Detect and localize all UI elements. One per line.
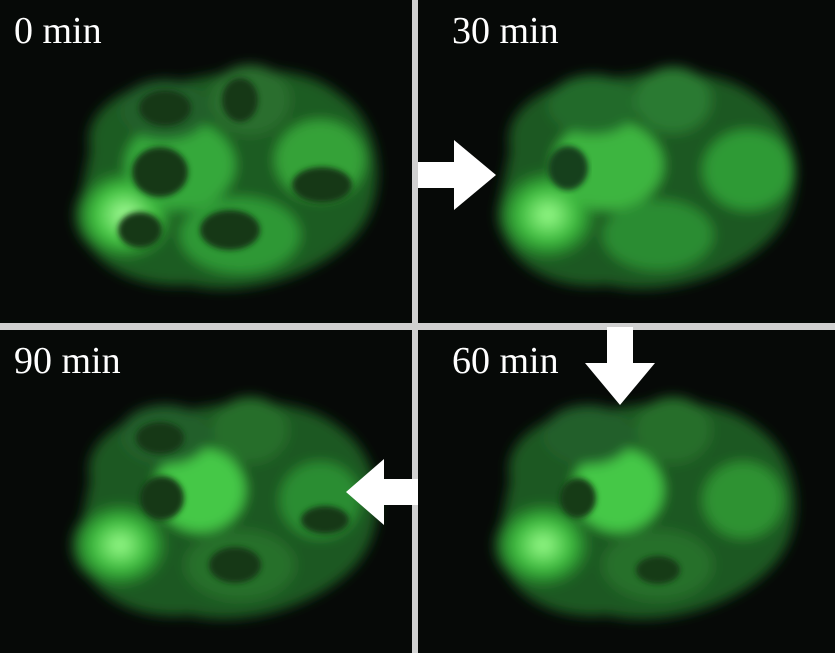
panel-30-min: 30 min: [418, 0, 835, 323]
cell-cluster-image: [75, 65, 378, 289]
time-label: 60 min: [452, 340, 559, 382]
cell-cluster-image: [498, 67, 796, 289]
time-label: 30 min: [452, 10, 559, 52]
arrow-down-icon: [585, 327, 655, 405]
cell-cluster-image: [495, 397, 796, 619]
cell-cluster-image: [72, 397, 378, 619]
panel-60-min: 60 min: [418, 330, 835, 653]
time-label: 0 min: [14, 10, 102, 52]
time-label: 90 min: [14, 340, 121, 382]
panel-90-min: 90 min: [0, 330, 412, 653]
arrow-right-icon: [418, 140, 496, 210]
panel-0-min: 0 min: [0, 0, 412, 323]
arrow-left-icon: [346, 459, 418, 525]
